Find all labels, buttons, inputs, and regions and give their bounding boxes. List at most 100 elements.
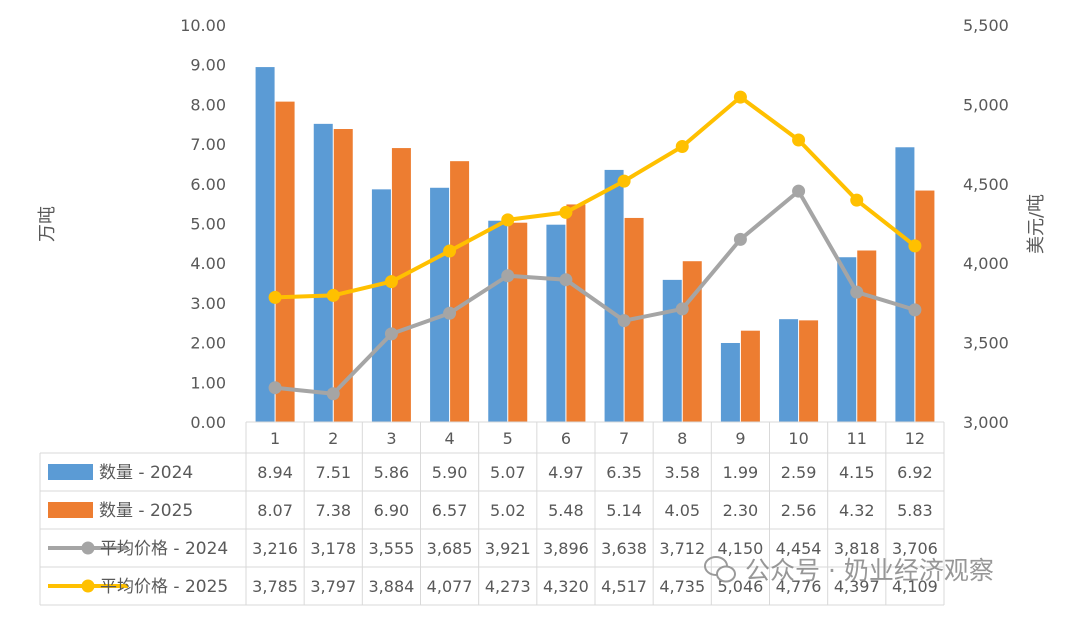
x-tick-label: 6 bbox=[561, 429, 571, 448]
point-price-2025-6 bbox=[559, 205, 573, 219]
y-tick-label: 1.00 bbox=[190, 373, 226, 392]
y2-tick-label: 5,000 bbox=[963, 95, 1009, 114]
x-tick-label: 5 bbox=[503, 429, 513, 448]
x-tick-label: 3 bbox=[386, 429, 396, 448]
bar-2024-10 bbox=[779, 319, 799, 422]
bar-2025-8 bbox=[682, 261, 702, 422]
bar-2024-2 bbox=[313, 123, 333, 422]
point-price-2025-7 bbox=[617, 174, 631, 188]
table-cell-value: 2.56 bbox=[781, 501, 817, 520]
y-tick-label: 0.00 bbox=[190, 413, 226, 432]
point-price-2024-9 bbox=[733, 232, 747, 246]
bar-2025-9 bbox=[740, 330, 760, 422]
table-cell-value: 3.58 bbox=[664, 463, 700, 482]
table-cell-value: 4,454 bbox=[776, 539, 822, 558]
legend-key-bar bbox=[48, 502, 93, 518]
legend-label: 数量 - 2024 bbox=[99, 463, 193, 483]
table-cell-value: 4,517 bbox=[601, 577, 647, 596]
table-cell-value: 3,712 bbox=[659, 539, 705, 558]
bar-2024-12 bbox=[895, 147, 915, 422]
point-price-2024-12 bbox=[908, 303, 922, 317]
point-price-2025-1 bbox=[268, 290, 282, 304]
point-price-2024-5 bbox=[501, 269, 515, 283]
table-cell-value: 6.57 bbox=[432, 501, 468, 520]
point-price-2025-10 bbox=[792, 133, 806, 147]
y-tick-label: 7.00 bbox=[190, 135, 226, 154]
bar-2024-1 bbox=[255, 67, 275, 422]
table-cell-value: 5.86 bbox=[374, 463, 410, 482]
x-tick-label: 4 bbox=[444, 429, 454, 448]
table-cell-value: 4.97 bbox=[548, 463, 584, 482]
y-tick-label: 3.00 bbox=[190, 294, 226, 313]
line-price-2024 bbox=[274, 189, 916, 396]
bar-2024-3 bbox=[371, 189, 391, 422]
point-price-2025-12 bbox=[908, 239, 922, 253]
bar-2025-4 bbox=[450, 161, 470, 422]
table-cell-value: 4,077 bbox=[427, 577, 473, 596]
table-cell-value: 4,320 bbox=[543, 577, 589, 596]
bar-2024-6 bbox=[546, 224, 566, 422]
table-cell-value: 4.15 bbox=[839, 463, 875, 482]
y-tick-label: 5.00 bbox=[190, 215, 226, 234]
table-cell-value: 4,735 bbox=[659, 577, 705, 596]
table-cell-value: 5.83 bbox=[897, 501, 933, 520]
table-cell-value: 3,555 bbox=[369, 539, 415, 558]
table-cell-value: 3,706 bbox=[892, 539, 938, 558]
bar-2025-10 bbox=[799, 320, 819, 422]
table-cell-value: 2.30 bbox=[723, 501, 759, 520]
table-cell-value: 5.48 bbox=[548, 501, 584, 520]
point-price-2025-4 bbox=[443, 244, 457, 258]
wechat-icon bbox=[704, 556, 736, 583]
table-cell-value: 5.02 bbox=[490, 501, 526, 520]
table-cell-value: 8.07 bbox=[257, 501, 293, 520]
point-price-2024-11 bbox=[850, 285, 864, 299]
y-tick-label: 9.00 bbox=[190, 56, 226, 75]
axes: 0.00 1.00 2.00 3.00 4.00 5.00 6.00 7.00 8.00 9.00… bbox=[37, 16, 1047, 432]
point-price-2025-9 bbox=[733, 90, 747, 104]
x-tick-label: 7 bbox=[619, 429, 629, 448]
legend-label: 平均价格 - 2024 bbox=[100, 539, 228, 559]
watermark-text: 公众号 · 奶业经济观察 bbox=[745, 556, 994, 585]
point-price-2025-5 bbox=[501, 213, 515, 227]
point-price-2024-6 bbox=[559, 273, 573, 287]
table-cell-value: 3,685 bbox=[427, 539, 473, 558]
y-tick-label: 6.00 bbox=[190, 175, 226, 194]
bar-2024-4 bbox=[430, 187, 450, 422]
y2-tick-label: 5,500 bbox=[963, 16, 1009, 35]
table-cell-value: 5.07 bbox=[490, 463, 526, 482]
table-cell-value: 3,638 bbox=[601, 539, 647, 558]
point-price-2024-2 bbox=[326, 387, 340, 401]
point-price-2024-10 bbox=[792, 184, 806, 198]
bar-2024-5 bbox=[488, 220, 508, 422]
table-cell-value: 5.90 bbox=[432, 463, 468, 482]
bar-2025-11 bbox=[857, 250, 877, 422]
y2-tick-label: 4,000 bbox=[963, 254, 1009, 273]
bar-2025-2 bbox=[333, 129, 353, 422]
x-tick-label: 2 bbox=[328, 429, 338, 448]
table-cell-value: 6.90 bbox=[374, 501, 410, 520]
point-price-2024-8 bbox=[675, 302, 689, 316]
point-price-2025-3 bbox=[384, 275, 398, 289]
x-tick-label: 10 bbox=[788, 429, 808, 448]
bar-2025-6 bbox=[566, 204, 586, 422]
table-cell-value: 6.35 bbox=[606, 463, 642, 482]
y-axis-title: 万吨 bbox=[37, 206, 58, 242]
x-tick-label: 11 bbox=[847, 429, 867, 448]
x-tick-label: 12 bbox=[905, 429, 925, 448]
table-cell-value: 3,896 bbox=[543, 539, 589, 558]
table-cell-value: 1.99 bbox=[723, 463, 759, 482]
bar-2024-7 bbox=[604, 169, 624, 422]
y-tick-label: 8.00 bbox=[190, 95, 226, 114]
table-cell-value: 3,797 bbox=[310, 577, 356, 596]
y-tick-label: 4.00 bbox=[190, 254, 226, 273]
point-price-2024-7 bbox=[617, 314, 631, 328]
line-series bbox=[268, 90, 922, 401]
point-price-2024-1 bbox=[268, 381, 282, 395]
table-cell-value: 7.38 bbox=[315, 501, 351, 520]
table-cell-value: 3,785 bbox=[252, 577, 298, 596]
point-price-2025-8 bbox=[675, 139, 689, 153]
y2-axis-title: 美元/吨 bbox=[1026, 194, 1047, 254]
x-tick-label: 9 bbox=[735, 429, 745, 448]
bar-2024-8 bbox=[662, 279, 682, 422]
x-tick-label: 1 bbox=[270, 429, 280, 448]
